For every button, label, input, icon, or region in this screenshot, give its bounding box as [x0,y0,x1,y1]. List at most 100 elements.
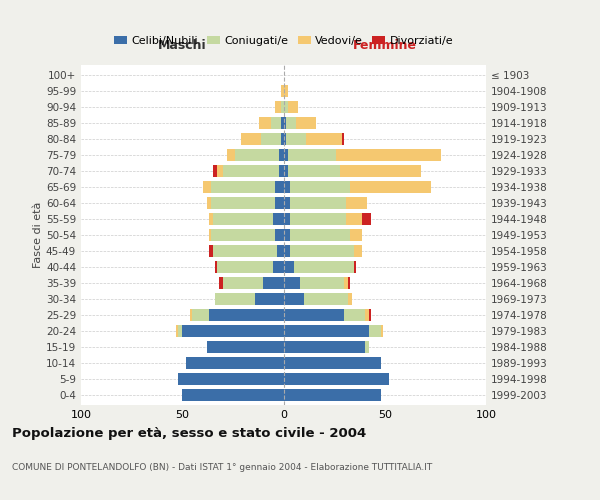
Bar [284,261,293,273]
Text: Femmine: Femmine [353,39,417,52]
Bar [344,277,349,289]
Bar [212,213,274,225]
Bar [365,309,368,321]
Text: Popolazione per età, sesso e stato civile - 2004: Popolazione per età, sesso e stato civil… [12,428,366,440]
Bar [212,165,217,177]
Legend: Celibi/Nubili, Coniugati/e, Vedovi/e, Divorziati/e: Celibi/Nubili, Coniugati/e, Vedovi/e, Di… [109,32,458,50]
Bar [284,149,287,161]
Bar [350,181,431,193]
Bar [284,229,290,241]
Bar [281,100,284,112]
Bar [286,133,306,145]
Bar [381,325,383,337]
Bar [284,84,287,96]
Bar [190,309,193,321]
Bar [281,116,284,128]
Bar [290,213,346,225]
Bar [306,133,342,145]
Bar [187,358,284,370]
Bar [217,165,223,177]
Bar [290,181,350,193]
Bar [296,116,316,128]
Bar [304,293,349,305]
Bar [287,100,298,112]
Bar [281,133,284,145]
Bar [340,165,421,177]
Bar [206,341,284,353]
Text: COMUNE DI PONTELANDOLFO (BN) - Dati ISTAT 1° gennaio 2004 - Elaborazione TUTTITA: COMUNE DI PONTELANDOLFO (BN) - Dati ISTA… [12,462,432,471]
Bar [284,293,304,305]
Bar [255,293,284,305]
Bar [275,100,281,112]
Bar [290,245,355,257]
Bar [284,309,344,321]
Bar [176,325,178,337]
Bar [287,149,336,161]
Bar [235,149,280,161]
Text: Maschi: Maschi [158,39,206,52]
Bar [284,374,389,386]
Bar [261,133,281,145]
Bar [284,358,381,370]
Bar [211,181,275,193]
Bar [274,261,284,273]
Bar [275,181,284,193]
Bar [286,116,296,128]
Bar [346,197,367,209]
Bar [215,261,217,273]
Bar [284,341,365,353]
Bar [300,277,344,289]
Bar [275,229,284,241]
Bar [209,245,212,257]
Bar [223,165,280,177]
Bar [284,197,290,209]
Bar [263,277,284,289]
Bar [349,277,350,289]
Bar [355,261,356,273]
Bar [178,325,182,337]
Bar [350,229,362,241]
Bar [275,197,284,209]
Bar [274,213,284,225]
Bar [209,229,211,241]
Bar [293,261,355,273]
Bar [219,277,223,289]
Bar [284,100,287,112]
Bar [349,293,352,305]
Bar [290,197,346,209]
Bar [290,229,350,241]
Bar [271,116,281,128]
Bar [284,277,300,289]
Bar [284,116,286,128]
Y-axis label: Fasce di età: Fasce di età [33,202,43,268]
Bar [284,165,287,177]
Bar [280,165,284,177]
Bar [211,197,275,209]
Bar [206,197,211,209]
Bar [182,325,284,337]
Bar [209,213,212,225]
Bar [284,245,290,257]
Bar [284,213,290,225]
Bar [284,325,368,337]
Bar [227,149,235,161]
Bar [211,229,275,241]
Bar [284,390,381,402]
Bar [287,165,340,177]
Bar [203,181,211,193]
Bar [344,309,365,321]
Bar [362,213,371,225]
Bar [212,245,277,257]
Bar [209,309,284,321]
Bar [281,84,284,96]
Bar [259,116,271,128]
Bar [346,213,362,225]
Bar [365,341,368,353]
Bar [241,133,261,145]
Bar [215,293,255,305]
Bar [217,261,274,273]
Bar [280,149,284,161]
Bar [368,325,381,337]
Bar [284,133,286,145]
Bar [355,245,362,257]
